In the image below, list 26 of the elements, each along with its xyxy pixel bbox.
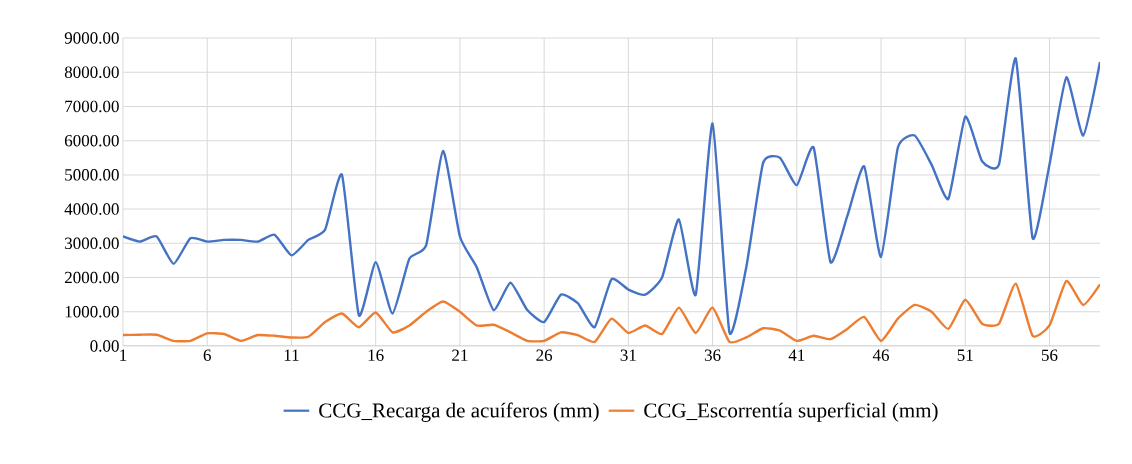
x-tick-label: 26 [536,349,553,361]
x-tick-label: 36 [704,349,721,361]
y-tick-label: 4000.00 [64,203,119,215]
y-tick-label: 5000.00 [65,169,119,181]
x-tick-label: 46 [872,349,890,361]
x-tick-label: 11 [284,349,299,361]
x-tick-label: 41 [788,349,805,361]
x-tick-label: 21 [452,349,468,361]
y-tick-label: 0.00 [90,340,119,352]
y-tick-label: 7000.00 [65,100,119,113]
x-tick-label: 16 [368,349,384,361]
legend-label: CCG_Escorrentía superficial (mm) [644,402,938,422]
y-tick-label: 3000.00 [65,237,119,250]
x-tick-label: 56 [1041,349,1058,361]
x-tick-label: 1 [120,349,127,361]
y-tick-label: 6000.00 [64,134,119,147]
line-series [123,279,1100,344]
y-tick-label: 1000.00 [65,306,119,318]
legend-label: CCG_Recarga de acuíferos (mm) [319,402,599,422]
x-tick-label: 6 [203,349,211,361]
y-tick-label: 8000.00 [64,66,119,78]
line-series [123,57,1100,334]
y-tick-label: 2000.00 [64,271,119,284]
x-tick-label: 31 [620,349,636,361]
x-tick-label: 51 [957,349,973,361]
y-tick-label: 9000.00 [64,32,119,44]
